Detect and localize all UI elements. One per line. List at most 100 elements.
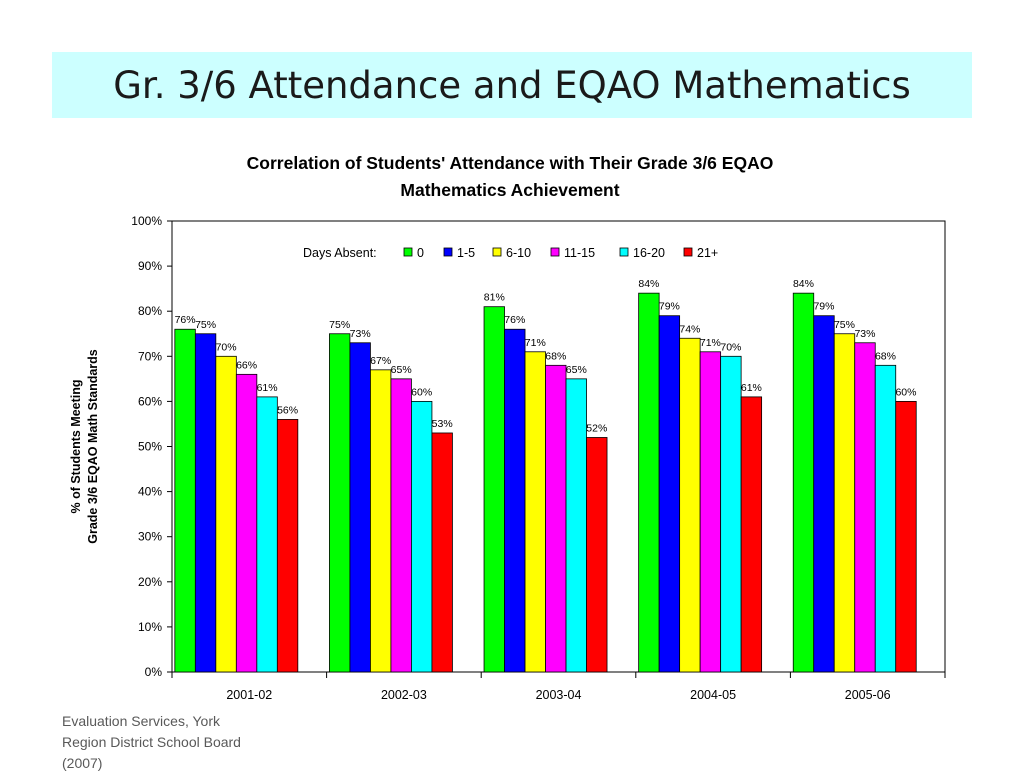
- y-tick-label: 100%: [131, 214, 162, 228]
- data-label: 79%: [813, 301, 834, 313]
- x-tick-label: 2005-06: [845, 688, 891, 702]
- legend-label-21+: 21+: [697, 246, 718, 260]
- legend-swatch-6-10: [492, 247, 502, 257]
- bar-6-10-2002-03: [370, 369, 392, 673]
- x-tick-label: 2004-05: [690, 688, 736, 702]
- data-label: 73%: [854, 328, 875, 340]
- legend-swatch-0: [403, 247, 413, 257]
- legend-label-16-20: 16-20: [633, 246, 665, 260]
- y-axis-title-line-1: % of Students Meeting: [69, 379, 83, 513]
- chart-title: Correlation of Students' Attendance with…: [150, 150, 870, 204]
- data-label: 61%: [741, 382, 762, 394]
- bar-11-15-2004-05: [699, 351, 722, 673]
- data-label: 71%: [700, 337, 721, 349]
- bar-11-15-2003-04: [545, 364, 567, 673]
- y-tick-label: 70%: [138, 349, 162, 363]
- source-line-1: Evaluation Services, York: [62, 713, 220, 729]
- y-tick-label: 30%: [138, 530, 162, 544]
- data-label: 76%: [504, 314, 525, 326]
- data-label: 61%: [257, 382, 278, 394]
- bar-16-20-2001-02: [256, 396, 278, 673]
- legend-swatch-1-5: [443, 247, 453, 257]
- y-axis-title-line-2: Grade 3/6 EQAO Math Standards: [86, 349, 100, 544]
- bar-21+-2004-05: [740, 396, 763, 673]
- data-label: 68%: [875, 350, 896, 362]
- x-tick-label: 2003-04: [536, 688, 582, 702]
- bar-21+-2002-03: [431, 432, 453, 673]
- data-label: 65%: [566, 364, 587, 376]
- bar-6-10-2004-05: [679, 337, 701, 673]
- bar-16-20-2004-05: [720, 355, 742, 673]
- data-label: 67%: [370, 355, 391, 367]
- bar-1-5-2004-05: [658, 315, 681, 673]
- y-tick-label: 50%: [138, 440, 162, 454]
- data-label: 53%: [432, 418, 453, 430]
- data-label: 60%: [895, 386, 916, 398]
- bar-1-5-2002-03: [349, 342, 371, 673]
- data-label: 68%: [545, 350, 566, 362]
- legend-label-11-15: 11-15: [564, 246, 595, 260]
- bar-1-5-2005-06: [813, 315, 835, 673]
- bar-6-10-2005-06: [833, 333, 856, 673]
- data-label: 84%: [793, 278, 814, 290]
- bar-11-15-2005-06: [854, 342, 876, 673]
- source-line-2: Region District School Board: [62, 734, 241, 750]
- bar-21+-2001-02: [276, 419, 299, 673]
- legend-swatch-16-20: [619, 247, 629, 257]
- bar-11-15-2002-03: [390, 378, 412, 673]
- data-label: 75%: [834, 319, 855, 331]
- bar-0-2003-04: [483, 306, 505, 673]
- legend-label-1-5: 1-5: [457, 246, 475, 260]
- x-tick-label: 2001-02: [226, 688, 272, 702]
- y-tick-label: 0%: [145, 665, 163, 679]
- chart-title-line-1: Correlation of Students' Attendance with…: [246, 153, 774, 173]
- data-label: 65%: [391, 364, 412, 376]
- data-label: 81%: [484, 292, 505, 304]
- bar-21+-2003-04: [586, 437, 608, 673]
- bar-1-5-2003-04: [504, 328, 526, 673]
- data-label: 79%: [659, 301, 680, 313]
- bar-0-2005-06: [792, 292, 815, 673]
- bar-16-20-2003-04: [565, 378, 587, 673]
- bar-6-10-2003-04: [524, 351, 546, 673]
- chart-title-line-2: Mathematics Achievement: [400, 180, 620, 200]
- data-label: 70%: [216, 341, 237, 353]
- legend-label-6-10: 6-10: [506, 246, 531, 260]
- legend-label-0: 0: [417, 246, 424, 260]
- bar-11-15-2001-02: [235, 373, 258, 673]
- bar-16-20-2002-03: [411, 400, 433, 673]
- legend-swatch-11-15: [550, 247, 560, 257]
- source-line-3: (2007): [62, 755, 103, 771]
- bar-0-2002-03: [329, 333, 351, 673]
- legend-swatch-21+: [683, 247, 693, 257]
- y-tick-label: 10%: [138, 620, 162, 634]
- bar-1-5-2001-02: [194, 333, 217, 673]
- y-tick-label: 90%: [138, 259, 162, 273]
- title-banner: Gr. 3/6 Attendance and EQAO Mathematics: [52, 52, 972, 118]
- legend-title: Days Absent:: [303, 246, 377, 260]
- x-tick-label: 2002-03: [381, 688, 427, 702]
- data-label: 60%: [411, 386, 432, 398]
- data-label: 71%: [525, 337, 546, 349]
- data-label: 84%: [638, 278, 659, 290]
- data-label: 73%: [350, 328, 371, 340]
- bar-21+-2005-06: [895, 400, 917, 673]
- bar-0-2001-02: [174, 328, 196, 673]
- source-note: Evaluation Services, York Region Distric…: [62, 711, 272, 774]
- bar-0-2004-05: [638, 292, 660, 673]
- y-tick-label: 80%: [138, 304, 162, 318]
- y-tick-label: 40%: [138, 485, 162, 499]
- data-label: 70%: [720, 341, 741, 353]
- data-label: 52%: [586, 422, 607, 434]
- slide-title: Gr. 3/6 Attendance and EQAO Mathematics: [113, 63, 911, 107]
- y-tick-label: 60%: [138, 394, 162, 408]
- data-label: 56%: [277, 404, 298, 416]
- data-label: 66%: [236, 359, 257, 371]
- data-label: 75%: [195, 319, 216, 331]
- data-label: 76%: [175, 314, 196, 326]
- bar-16-20-2005-06: [874, 364, 897, 673]
- bar-6-10-2001-02: [215, 355, 237, 673]
- data-label: 75%: [329, 319, 350, 331]
- data-label: 74%: [679, 323, 700, 335]
